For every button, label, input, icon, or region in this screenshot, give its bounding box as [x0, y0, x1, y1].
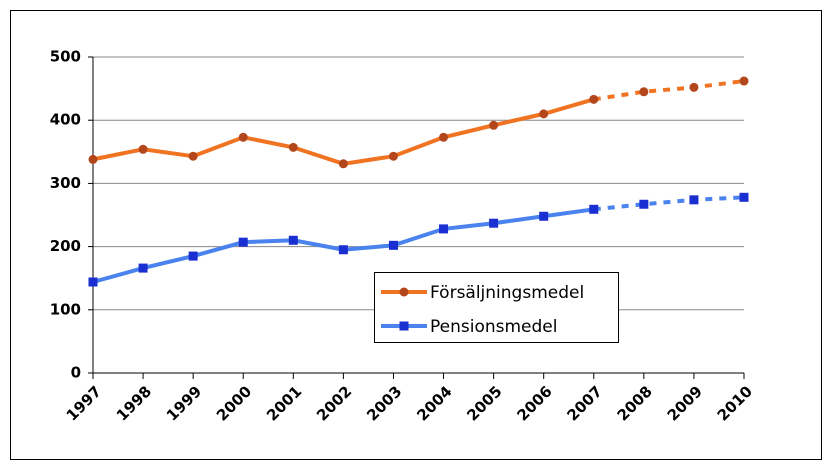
series-line — [593, 79, 745, 102]
marker — [388, 240, 398, 250]
marker — [338, 159, 348, 169]
marker — [88, 154, 98, 164]
marker — [739, 192, 749, 202]
marker — [589, 204, 599, 214]
marker — [489, 218, 499, 228]
marker — [288, 235, 298, 245]
marker — [689, 82, 699, 92]
marker — [138, 144, 148, 154]
marker — [238, 132, 248, 142]
y-tick-label: 200 — [50, 237, 81, 255]
marker — [539, 211, 549, 221]
series-line — [593, 195, 745, 212]
marker — [188, 151, 198, 161]
marker — [138, 263, 148, 273]
legend-marker — [399, 287, 409, 297]
chart-border — [10, 10, 822, 460]
marker — [439, 224, 449, 234]
marker — [439, 132, 449, 142]
y-tick-label: 300 — [50, 174, 81, 192]
legend-marker — [399, 321, 409, 331]
marker — [288, 142, 298, 152]
marker — [489, 120, 499, 130]
marker — [689, 195, 699, 205]
legend: Försäljningsmedel Pensionsmedel — [374, 272, 619, 343]
y-tick-label: 0 — [71, 364, 81, 382]
legend-box — [374, 272, 619, 343]
marker — [739, 76, 749, 86]
marker — [589, 94, 599, 104]
marker — [238, 237, 248, 247]
marker — [338, 245, 348, 255]
legend-label: Pensionsmedel — [430, 317, 557, 337]
marker — [88, 277, 98, 287]
marker — [388, 151, 398, 161]
legend-label: Försäljningsmedel — [430, 283, 584, 303]
y-tick-label: 500 — [50, 48, 81, 66]
marker — [539, 109, 549, 119]
y-tick-label: 400 — [50, 111, 81, 129]
marker — [639, 87, 649, 97]
y-tick-label: 100 — [50, 300, 81, 318]
marker — [188, 251, 198, 261]
marker — [639, 199, 649, 209]
